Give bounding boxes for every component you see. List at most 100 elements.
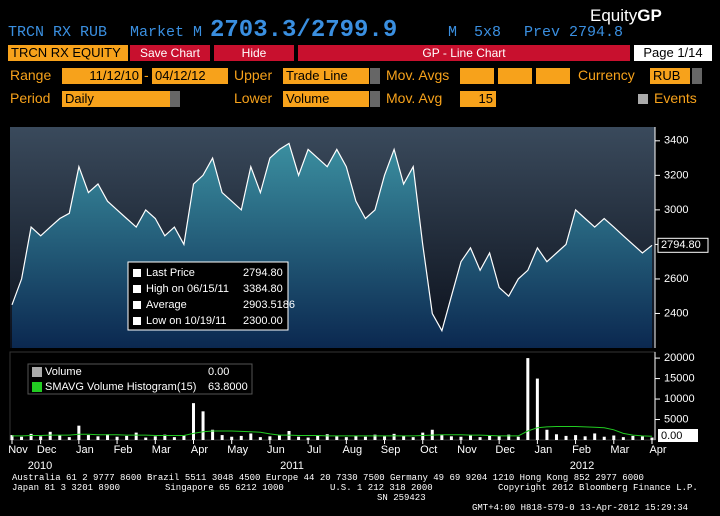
brand: EquityGP (590, 6, 662, 26)
volume-bar (478, 437, 482, 440)
range-sep: - (144, 67, 149, 83)
volume-bar (621, 437, 625, 440)
legend-symbol (133, 285, 141, 293)
volume-bar (172, 437, 176, 440)
volume-bar (459, 436, 463, 440)
checkbox[interactable] (638, 94, 648, 104)
x-tick-label: Nov (457, 444, 477, 456)
volume-bar (201, 411, 205, 440)
volume-bar (39, 436, 43, 440)
volume-bar (191, 403, 195, 440)
volume-bar (574, 435, 578, 440)
volume-bar (402, 435, 406, 440)
x-tick-label: Jun (267, 444, 285, 456)
volume-bar (421, 432, 425, 440)
x-tick-label: Jan (534, 444, 552, 456)
legend-name: Last Price (146, 267, 195, 279)
volume-bar (564, 435, 568, 440)
volume-bar (612, 435, 616, 440)
year-label: 2012 (570, 460, 594, 472)
volume-bar (134, 432, 138, 440)
legend-value: 2903.5186 (243, 299, 295, 311)
legend-name: Average (146, 299, 187, 311)
x-tick-label: Apr (191, 444, 208, 456)
range-from[interactable]: 11/12/10 (62, 68, 142, 84)
volume-bar (650, 437, 654, 440)
y-tick-label: 2600 (664, 273, 688, 285)
hide-button[interactable]: Hide (214, 45, 294, 61)
save-button[interactable]: Save Chart (130, 45, 210, 61)
movavgs-label: Mov. Avgs (386, 67, 450, 83)
range-to[interactable]: 04/12/12 (152, 68, 228, 84)
legend-name: SMAVG Volume Histogram(15) (45, 381, 196, 393)
footer-line: Japan 81 3 3201 8900 (12, 483, 121, 493)
volume-bar (554, 434, 558, 440)
legend-value: 0.00 (208, 366, 229, 378)
volume-bar (383, 436, 387, 440)
dropdown[interactable] (370, 91, 380, 107)
volume-bar (58, 435, 62, 440)
volume-bar (249, 433, 253, 440)
movavg-field[interactable] (498, 68, 532, 84)
x-tick-label: Jul (307, 444, 321, 456)
x-tick-label: Dec (37, 444, 57, 456)
movavg-field[interactable] (536, 68, 570, 84)
upper-value[interactable]: Trade Line (283, 68, 369, 84)
volume-bar (535, 378, 539, 440)
x-tick-label: Feb (572, 444, 591, 456)
movavg-field[interactable] (460, 68, 494, 84)
market: Market M (130, 24, 203, 41)
smavg-line (12, 426, 653, 437)
dropdown[interactable] (692, 68, 702, 84)
volume-tag-label: 0.00 (661, 430, 682, 442)
x-tick-label: Feb (114, 444, 133, 456)
volume-bar (344, 437, 348, 440)
y-tick-label: 2400 (664, 307, 688, 319)
page[interactable]: Page 1/14 (634, 45, 712, 61)
dropdown[interactable] (170, 91, 180, 107)
footer-line: U.S. 1 212 318 2000 (330, 483, 433, 493)
volume-bar (335, 436, 339, 440)
quote-suffix: M (448, 24, 458, 41)
legend-value: 2300.00 (243, 315, 283, 327)
legend-value: 63.8000 (208, 381, 248, 393)
x-tick-label: Apr (649, 444, 666, 456)
y-tick-label: 3400 (664, 135, 688, 147)
volume-bar (583, 436, 587, 440)
lower-value[interactable]: Volume (283, 91, 369, 107)
x-tick-label: Mar (610, 444, 629, 456)
volume-bar (449, 436, 453, 440)
volume-bar (163, 434, 167, 440)
movavg-value[interactable]: 15 (460, 91, 496, 107)
legend-name: Volume (45, 366, 82, 378)
volume-bar (593, 433, 597, 440)
legend-symbol (32, 382, 42, 392)
security[interactable]: TRCN RX EQUITY (8, 45, 128, 61)
x-tick-label: Mar (152, 444, 171, 456)
volume-bar (602, 436, 606, 440)
footer-line: SN 259423 (377, 493, 426, 503)
volume-bar (316, 435, 320, 440)
volume-bar (325, 434, 329, 440)
footer-line: GMT+4:00 H818-579-0 13-Apr-2012 15:29:34 (472, 503, 689, 513)
volume-bar (640, 436, 644, 440)
dropdown[interactable] (370, 68, 380, 84)
range-label: Range (10, 67, 52, 83)
volume-bar (144, 437, 148, 440)
volume-bar (411, 437, 415, 440)
volume-bar (211, 429, 215, 440)
period-value[interactable]: Daily (62, 91, 170, 107)
volume-bar (440, 435, 444, 440)
currency-value[interactable]: RUB (650, 68, 690, 84)
upper-label: Upper (234, 67, 273, 83)
x-tick-label: Nov (8, 444, 28, 456)
period-label: Period (10, 90, 51, 106)
x-tick-label: Oct (420, 444, 437, 456)
price-line (11, 142, 653, 333)
legend-name: High on 06/15/11 (146, 283, 229, 295)
volume-bar (631, 435, 635, 440)
volume-bar (153, 436, 157, 440)
volume-bar (277, 435, 281, 440)
x-tick-label: Sep (381, 444, 401, 456)
